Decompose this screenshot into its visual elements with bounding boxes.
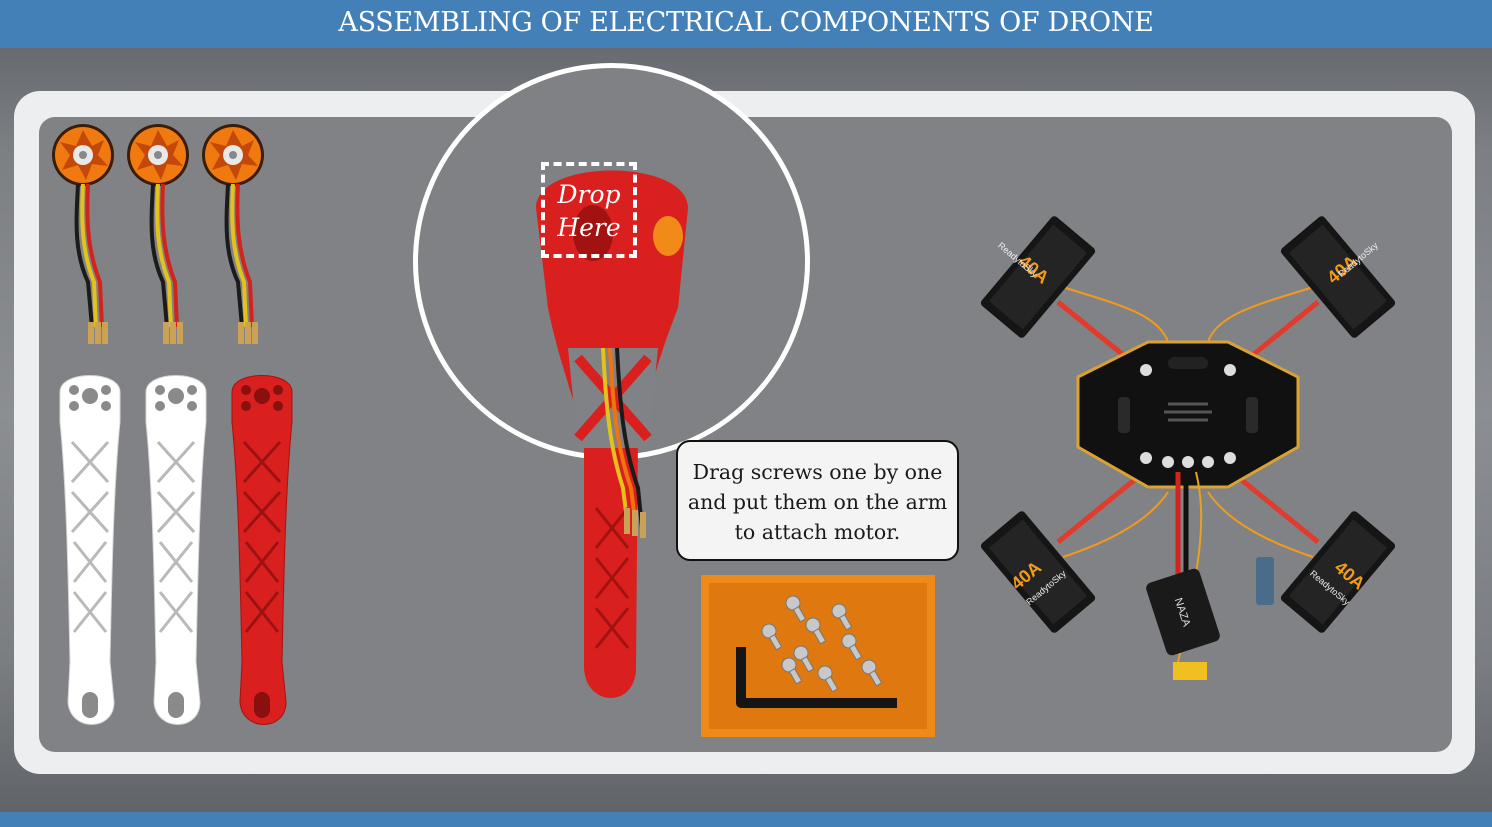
motor-icon: [52, 124, 114, 186]
page-header: ASSEMBLING OF ELECTRICAL COMPONENTS OF D…: [0, 0, 1492, 48]
arm-white[interactable]: [52, 362, 128, 744]
instruction-text: Drag screws one by one and put them on t…: [687, 460, 948, 544]
footer-bar: [0, 812, 1492, 827]
flight-controller: NAZA: [1146, 568, 1220, 656]
arm-red[interactable]: [224, 362, 300, 744]
arm-white[interactable]: [138, 362, 214, 744]
motor-part[interactable]: [198, 122, 270, 354]
screw-icon: [761, 595, 883, 693]
drop-zone[interactable]: Drop Here: [541, 162, 637, 258]
arm-assembly-target: [536, 170, 688, 698]
motor-icon: [202, 124, 264, 186]
instruction-tooltip: Drag screws one by one and put them on t…: [676, 440, 959, 561]
frame-plate: [1076, 340, 1300, 489]
motor-icon: [127, 124, 189, 186]
page-title: ASSEMBLING OF ELECTRICAL COMPONENTS OF D…: [338, 7, 1154, 38]
motor-part[interactable]: [48, 122, 120, 354]
drone-frame-diagram: 40A 40A 40A 40A ReadytoSky ReadytoSky Re…: [980, 216, 1396, 680]
screw-tray: [701, 575, 935, 737]
drop-zone-label: Drop Here: [557, 180, 621, 242]
esc-unit: [980, 216, 1396, 633]
motor-part[interactable]: [123, 122, 195, 354]
